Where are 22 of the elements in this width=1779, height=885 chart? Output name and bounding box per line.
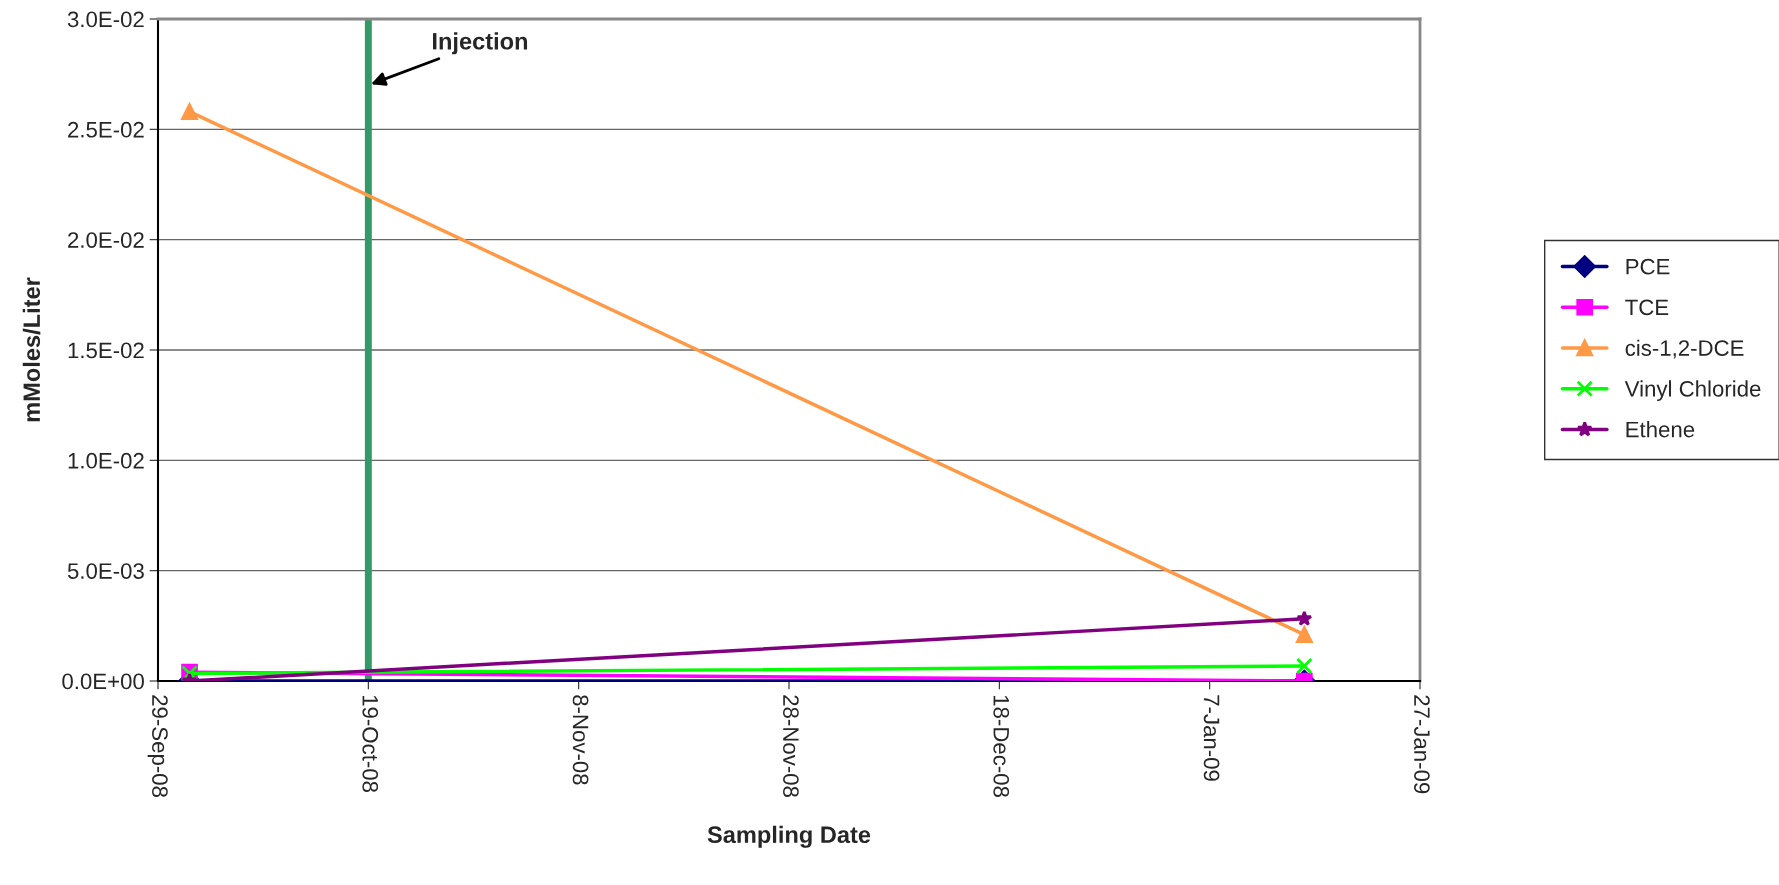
y-tick-label: 2.0E-02 (68, 232, 144, 248)
y-tick-label: 3.0E-02 (67, 11, 144, 28)
y-tick-label: 5.0E-03 (67, 563, 144, 579)
x-tick-label: 28-Nov-08 (783, 695, 799, 797)
legend-label: TCE (1625, 299, 1669, 316)
legend-label: PCE (1626, 258, 1670, 275)
x-tick-label: 18-Dec-08 (993, 695, 1010, 797)
x-tick-label: 7-Jan-09 (1203, 695, 1220, 781)
y-tick-label: 0.0E+00 (62, 673, 144, 690)
x-tick-label: 29-Sep-08 (147, 695, 168, 797)
legend-label: Ethene (1626, 421, 1695, 438)
x-axis-title: Sampling Date (707, 825, 871, 848)
legend-label: cis-1,2-DCE (1625, 339, 1744, 359)
y-tick-label: 1.5E-02 (68, 342, 144, 359)
y-tick-label: 2.5E-02 (68, 121, 144, 138)
x-tick-label: 8-Nov-08 (572, 695, 589, 785)
legend-label: Vinyl Chloride (1624, 380, 1761, 402)
x-tick-label: 19-Oct-08 (362, 695, 379, 793)
x-tick-label: 27-Jan-09 (1414, 695, 1430, 794)
y-tick-label: 1.0E-02 (68, 452, 144, 469)
y-axis-title: mMoles/Liter (22, 277, 41, 422)
ref-line-label: Injection (433, 32, 528, 55)
